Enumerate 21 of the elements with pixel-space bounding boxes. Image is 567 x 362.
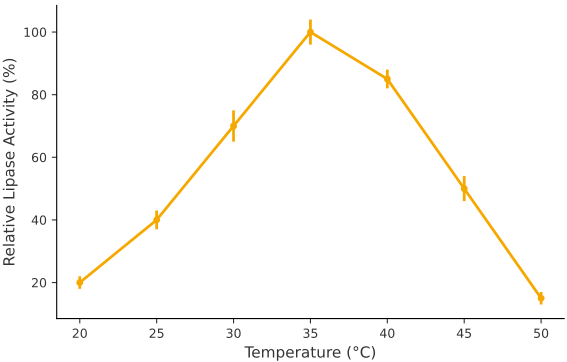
x-tick-label: 20	[72, 328, 87, 338]
x-tick-label: 30	[226, 328, 241, 338]
x-tick-label: 35	[303, 328, 318, 338]
point	[230, 122, 238, 130]
y-tick-label: 80	[32, 90, 46, 100]
y-axis-title: Relative Lipase Activity (%)	[2, 58, 18, 265]
y-tick-label: 20	[32, 278, 46, 288]
point	[384, 76, 391, 82]
point	[306, 28, 314, 36]
point	[153, 216, 160, 224]
y-tick-label: 100	[24, 28, 46, 37]
x-tick-label: 45	[456, 328, 472, 338]
x-tick-label: 40	[380, 328, 394, 338]
point	[460, 185, 468, 192]
point	[76, 279, 84, 286]
point	[538, 294, 545, 302]
x-tick-label: 25	[150, 328, 164, 338]
y-tick-label: 40	[32, 215, 46, 225]
x-tick-label: 50	[534, 328, 548, 338]
x-axis-title: Temperature (°C)	[244, 346, 376, 361]
y-tick-label: 60	[32, 152, 46, 162]
